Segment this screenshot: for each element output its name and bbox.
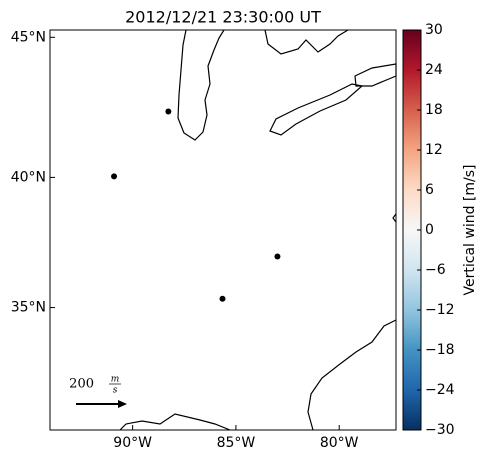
coastlines bbox=[119, 29, 397, 431]
station-point bbox=[165, 108, 172, 115]
colorbar-label: Vertical wind [m/s] bbox=[462, 165, 478, 296]
colorbar-tick-label: 30 bbox=[425, 22, 443, 38]
east-edge-coast bbox=[392, 213, 397, 223]
lake-michigan bbox=[177, 29, 225, 141]
station-point bbox=[111, 173, 118, 180]
lake-erie bbox=[269, 83, 364, 136]
title: 2012/12/21 23:30:00 UT bbox=[125, 8, 321, 27]
colorbar-tick-label: 24 bbox=[425, 62, 443, 78]
colorbar-tick-label: 12 bbox=[425, 142, 443, 158]
colorbar-tick-label: −12 bbox=[425, 302, 455, 318]
station-point bbox=[219, 295, 226, 302]
x-tick-label: 85°W bbox=[217, 435, 256, 451]
key-value: 200 bbox=[69, 377, 94, 392]
gulf-coast bbox=[119, 413, 231, 431]
colorbar-tick-label: −30 bbox=[425, 422, 455, 438]
key-unit-den: s bbox=[113, 386, 118, 396]
colorbar-tick-label: −24 bbox=[425, 382, 455, 398]
key-unit-num: m bbox=[111, 375, 120, 385]
colorbar-tick-label: 6 bbox=[425, 182, 434, 198]
colorbar-tick-label: 0 bbox=[425, 222, 434, 238]
colorbar-tick-label: −18 bbox=[425, 342, 455, 358]
lake-huron-shore bbox=[264, 29, 349, 55]
lake-ontario bbox=[354, 63, 397, 87]
map-frame bbox=[49, 29, 397, 431]
colorbar-tick-label: −6 bbox=[425, 262, 446, 278]
colorbar-tick-label: 18 bbox=[425, 102, 443, 118]
x-tick-label: 80°W bbox=[320, 435, 359, 451]
y-tick-label: 45°N bbox=[11, 29, 46, 45]
station-point bbox=[274, 253, 281, 260]
y-tick-label: 35°N bbox=[11, 300, 46, 316]
vector-key: 200 m s bbox=[69, 375, 127, 408]
y-tick-label: 40°N bbox=[11, 169, 46, 185]
x-tick-label: 90°W bbox=[113, 435, 152, 451]
key-arrow-head bbox=[118, 400, 127, 408]
atlantic-coast bbox=[307, 319, 397, 431]
